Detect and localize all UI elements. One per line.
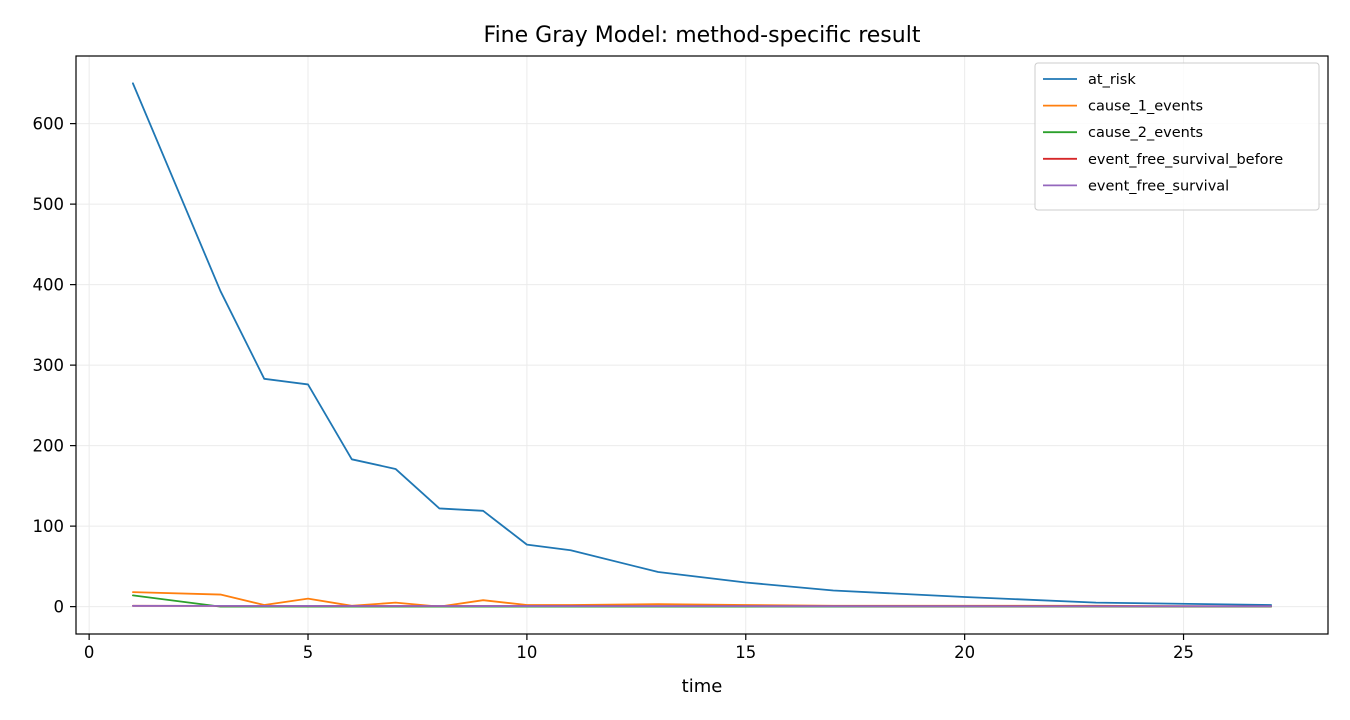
series-line-at-risk bbox=[132, 82, 1272, 606]
y-tick-label: 100 bbox=[33, 517, 65, 536]
series-lines bbox=[132, 82, 1272, 608]
chart-title: Fine Gray Model: method-specific result bbox=[484, 23, 921, 48]
legend-box bbox=[1034, 62, 1320, 211]
x-tick-label: 25 bbox=[1173, 643, 1194, 662]
x-tick-label: 20 bbox=[954, 643, 975, 662]
plot-frame bbox=[75, 55, 1329, 635]
legend-label: event_free_survival_before bbox=[1088, 152, 1283, 168]
x-tick-label: 0 bbox=[84, 643, 95, 662]
y-tick-label: 0 bbox=[54, 598, 65, 617]
y-tick-label: 600 bbox=[33, 115, 65, 134]
y-tick-label: 500 bbox=[33, 195, 65, 214]
legend-label: event_free_survival bbox=[1088, 178, 1229, 194]
y-tick-label: 200 bbox=[33, 437, 65, 456]
axis-ticks: 0 5 10 15 20 25 0 100 200 300 400 500 600 bbox=[33, 115, 1195, 662]
x-tick-label: 10 bbox=[516, 643, 537, 662]
legend-label: cause_2_events bbox=[1088, 125, 1203, 141]
x-tick-label: 15 bbox=[735, 643, 756, 662]
x-axis-label: time bbox=[682, 676, 723, 697]
legend-label: at_risk bbox=[1088, 72, 1136, 88]
y-tick-label: 400 bbox=[33, 276, 65, 295]
legend: at_risk cause_1_events cause_2_eventsevent… bbox=[1034, 62, 1320, 211]
x-tick-label: 5 bbox=[303, 643, 314, 662]
y-tick-label: 300 bbox=[33, 356, 65, 375]
legend-label: cause_1_events bbox=[1088, 99, 1203, 115]
